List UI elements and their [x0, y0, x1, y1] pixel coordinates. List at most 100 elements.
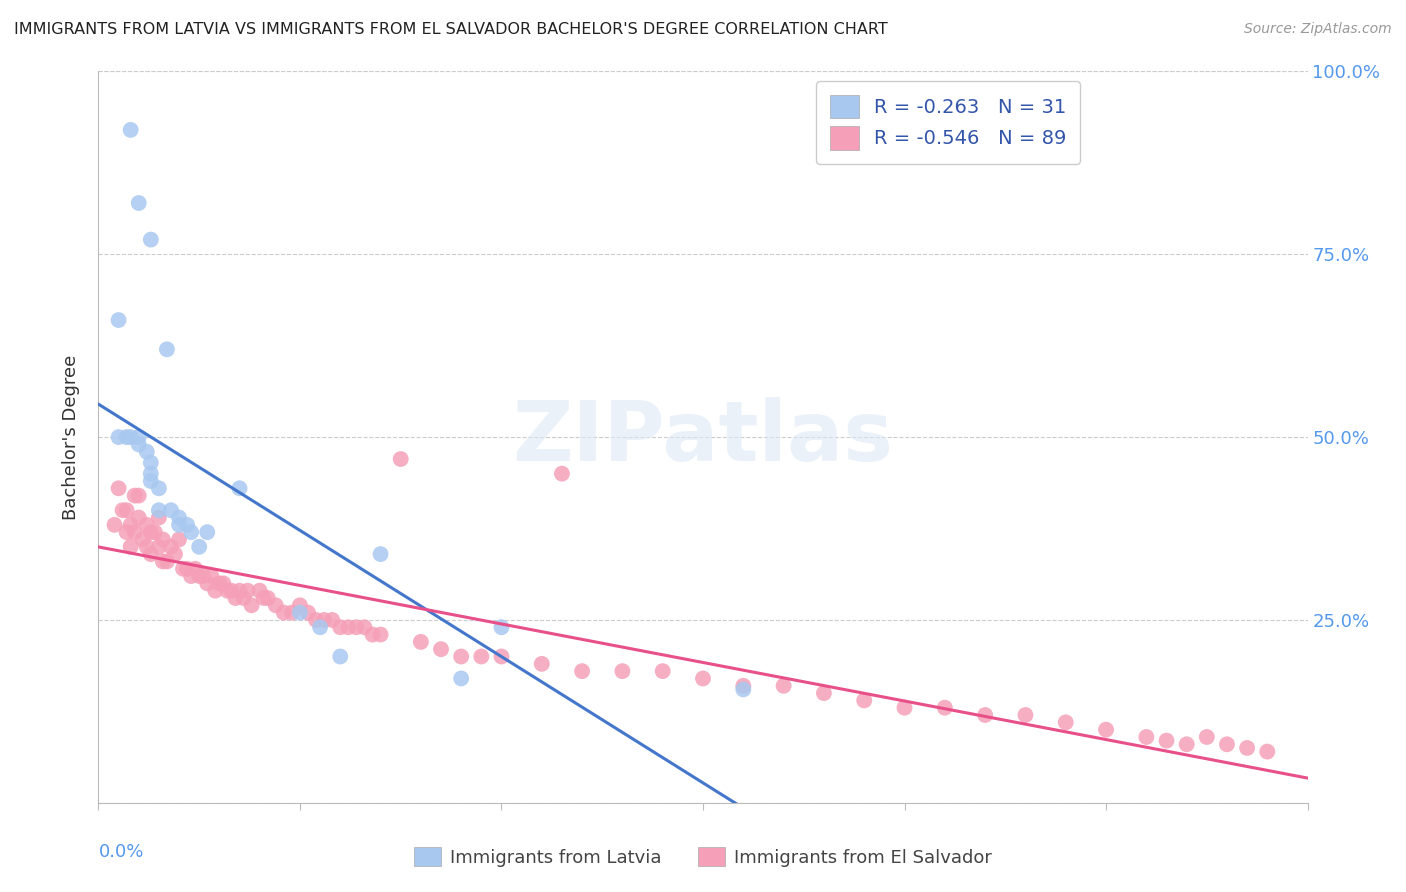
Point: [1014, 708, 1036, 723]
Point: [651, 664, 673, 678]
Point: [195, 576, 218, 591]
Point: [124, 489, 146, 503]
Point: [115, 525, 138, 540]
Point: [128, 510, 150, 524]
Point: [450, 672, 472, 686]
Point: [120, 430, 142, 444]
Point: [152, 554, 174, 568]
Point: [128, 489, 150, 503]
Point: [132, 533, 155, 547]
Point: [188, 569, 211, 583]
Point: [813, 686, 835, 700]
Point: [934, 700, 956, 714]
Point: [491, 620, 513, 634]
Point: [236, 583, 259, 598]
Point: [321, 613, 343, 627]
Point: [974, 708, 997, 723]
Point: [148, 540, 170, 554]
Point: [491, 649, 513, 664]
Point: [733, 682, 755, 697]
Point: [228, 583, 250, 598]
Point: [167, 517, 190, 532]
Legend: Immigrants from Latvia, Immigrants from El Salvador: Immigrants from Latvia, Immigrants from …: [406, 840, 1000, 874]
Text: 0.0%: 0.0%: [98, 843, 143, 861]
Point: [1175, 737, 1198, 751]
Point: [329, 620, 352, 634]
Point: [1135, 730, 1157, 744]
Point: [329, 649, 352, 664]
Point: [107, 313, 129, 327]
Point: [309, 620, 332, 634]
Point: [551, 467, 574, 481]
Text: IMMIGRANTS FROM LATVIA VS IMMIGRANTS FROM EL SALVADOR BACHELOR'S DEGREE CORRELAT: IMMIGRANTS FROM LATVIA VS IMMIGRANTS FRO…: [14, 22, 887, 37]
Point: [128, 430, 150, 444]
Point: [200, 569, 222, 583]
Point: [115, 430, 138, 444]
Point: [361, 627, 384, 641]
Point: [430, 642, 453, 657]
Point: [148, 503, 170, 517]
Point: [470, 649, 492, 664]
Point: [195, 525, 218, 540]
Point: [128, 196, 150, 211]
Text: Source: ZipAtlas.com: Source: ZipAtlas.com: [1244, 22, 1392, 37]
Point: [176, 562, 198, 576]
Point: [253, 591, 276, 605]
Point: [256, 591, 278, 605]
Point: [389, 452, 412, 467]
Point: [115, 503, 138, 517]
Point: [733, 679, 755, 693]
Point: [139, 474, 162, 488]
Point: [264, 599, 287, 613]
Point: [180, 569, 202, 583]
Point: [167, 533, 190, 547]
Point: [188, 540, 211, 554]
Point: [305, 613, 328, 627]
Point: [344, 620, 367, 634]
Point: [212, 576, 235, 591]
Point: [281, 606, 304, 620]
Point: [1095, 723, 1118, 737]
Point: [172, 562, 194, 576]
Point: [167, 510, 190, 524]
Point: [1195, 730, 1218, 744]
Point: [353, 620, 375, 634]
Point: [337, 620, 360, 634]
Y-axis label: Bachelor's Degree: Bachelor's Degree: [62, 354, 80, 520]
Point: [273, 606, 295, 620]
Point: [692, 672, 714, 686]
Point: [148, 481, 170, 495]
Point: [571, 664, 593, 678]
Point: [176, 517, 198, 532]
Point: [139, 456, 162, 470]
Point: [139, 467, 162, 481]
Point: [228, 481, 250, 495]
Point: [180, 525, 202, 540]
Point: [107, 481, 129, 495]
Point: [1216, 737, 1239, 751]
Point: [120, 123, 142, 137]
Point: [314, 613, 336, 627]
Point: [370, 547, 392, 561]
Point: [612, 664, 634, 678]
Point: [135, 540, 157, 554]
Point: [156, 554, 179, 568]
Point: [288, 606, 311, 620]
Point: [139, 547, 162, 561]
Point: [120, 517, 142, 532]
Point: [853, 693, 876, 707]
Point: [135, 517, 157, 532]
Point: [530, 657, 553, 671]
Legend: R = -0.263   N = 31, R = -0.546   N = 89: R = -0.263 N = 31, R = -0.546 N = 89: [815, 81, 1080, 163]
Point: [450, 649, 472, 664]
Point: [103, 517, 125, 532]
Point: [204, 583, 226, 598]
Point: [232, 591, 254, 605]
Point: [107, 430, 129, 444]
Point: [288, 599, 311, 613]
Point: [224, 591, 246, 605]
Point: [240, 599, 263, 613]
Point: [1054, 715, 1077, 730]
Point: [370, 627, 392, 641]
Point: [208, 576, 231, 591]
